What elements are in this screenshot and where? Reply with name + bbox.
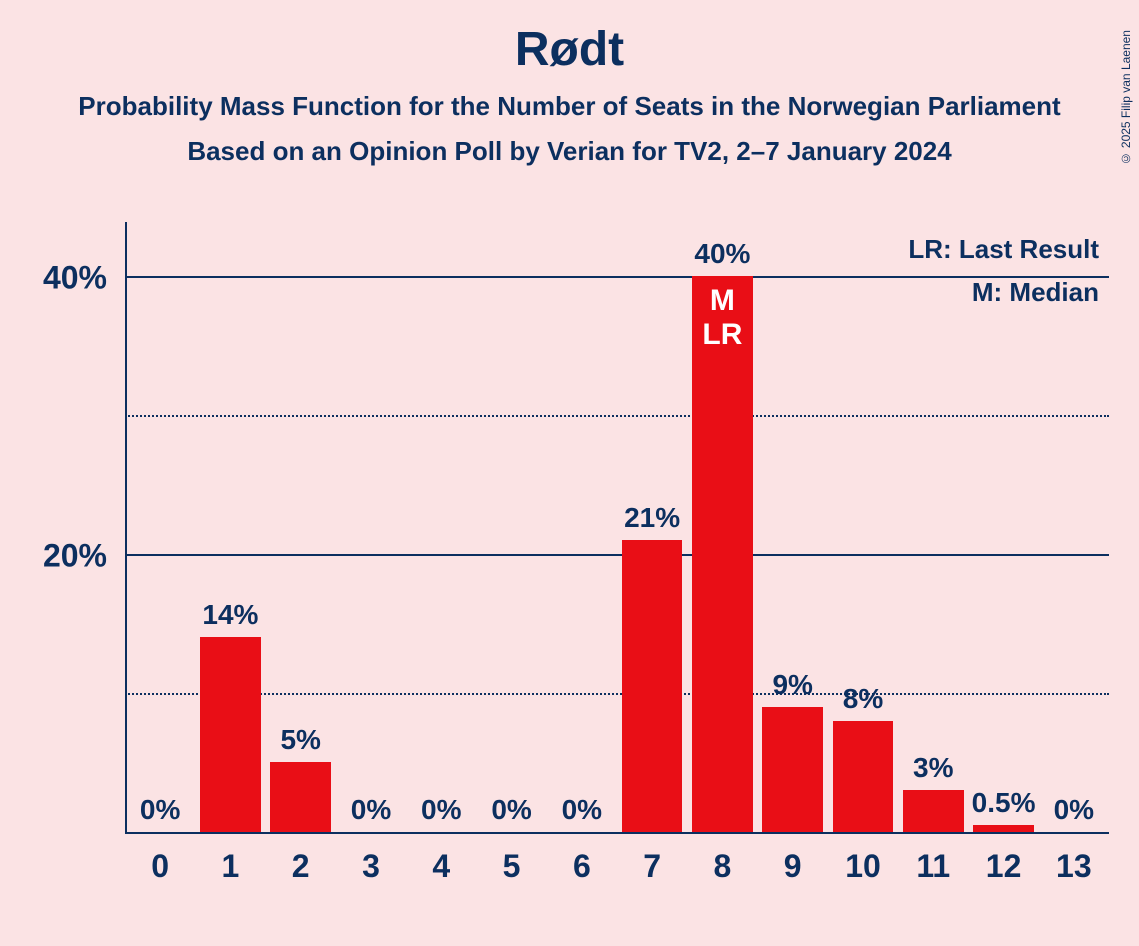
chart-title: Rødt xyxy=(0,22,1139,77)
bar-value-label: 21% xyxy=(624,502,680,534)
chart-subtitle-1: Probability Mass Function for the Number… xyxy=(0,91,1139,122)
legend: LR: Last Result M: Median xyxy=(908,228,1099,314)
bar: 9% xyxy=(762,707,822,832)
bar: 8% xyxy=(833,721,893,832)
bar-value-label: 5% xyxy=(280,724,320,756)
bar-value-label: 0.5% xyxy=(972,787,1036,819)
plot-area: LR: Last Result M: Median 20%40%00%114%2… xyxy=(125,222,1109,834)
bar-value-label: 0% xyxy=(140,794,180,826)
x-tick-label: 12 xyxy=(986,848,1022,885)
x-tick-label: 7 xyxy=(643,848,661,885)
bar: 14% xyxy=(200,637,260,832)
x-tick-label: 6 xyxy=(573,848,591,885)
y-tick-label: 40% xyxy=(43,259,107,296)
bar-value-label: 0% xyxy=(491,794,531,826)
gridline-minor xyxy=(125,415,1109,417)
bar-value-label: 0% xyxy=(421,794,461,826)
bar-value-label: 40% xyxy=(694,238,750,270)
bar-value-label: 3% xyxy=(913,752,953,784)
gridline-minor xyxy=(125,693,1109,695)
x-tick-label: 13 xyxy=(1056,848,1092,885)
x-tick-label: 4 xyxy=(432,848,450,885)
bar-value-label: 8% xyxy=(843,683,883,715)
bar-value-label: 14% xyxy=(202,599,258,631)
copyright-text: © 2025 Filip van Laenen xyxy=(1119,30,1133,165)
bar: 21% xyxy=(622,540,682,832)
gridline-major xyxy=(125,276,1109,278)
bar-value-label: 0% xyxy=(562,794,602,826)
y-axis xyxy=(125,222,127,834)
bar-value-label: 0% xyxy=(351,794,391,826)
bar: 0.5% xyxy=(973,825,1033,832)
x-tick-label: 11 xyxy=(916,848,950,885)
x-tick-label: 5 xyxy=(503,848,521,885)
x-tick-label: 0 xyxy=(151,848,169,885)
chart-subtitle-2: Based on an Opinion Poll by Verian for T… xyxy=(0,136,1139,167)
bar: 40%MLR xyxy=(692,276,752,832)
bar-inner-label: MLR xyxy=(702,284,742,353)
x-tick-label: 8 xyxy=(714,848,732,885)
x-tick-label: 10 xyxy=(845,848,881,885)
x-tick-label: 2 xyxy=(292,848,310,885)
x-axis xyxy=(125,832,1109,834)
x-tick-label: 1 xyxy=(222,848,240,885)
legend-lr: LR: Last Result xyxy=(908,228,1099,271)
gridline-major xyxy=(125,554,1109,556)
x-tick-label: 3 xyxy=(362,848,380,885)
y-tick-label: 20% xyxy=(43,537,107,574)
bar-value-label: 9% xyxy=(772,669,812,701)
bar-value-label: 0% xyxy=(1054,794,1094,826)
x-tick-label: 9 xyxy=(784,848,802,885)
bar: 3% xyxy=(903,790,963,832)
bar: 5% xyxy=(270,762,330,832)
